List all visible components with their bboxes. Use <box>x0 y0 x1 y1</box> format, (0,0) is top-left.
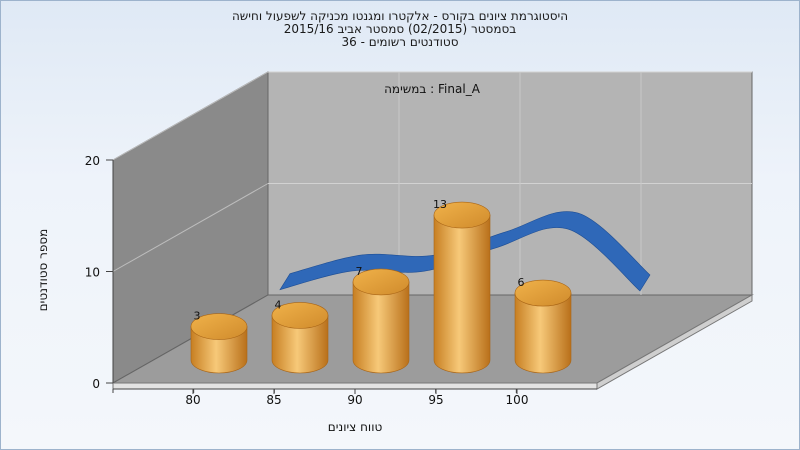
bar-body <box>271 315 329 374</box>
y-tick-label: 10 <box>85 266 100 280</box>
x-tick-label: 90 <box>347 393 362 407</box>
title-line-3: סטודנטים רשומים - 36 <box>341 35 459 49</box>
bar-90: 7 <box>352 265 410 374</box>
title-line-1: היסטוגרמת ציונים בקורס - אלקטרו ומגנטו מ… <box>231 9 569 23</box>
chart-annotation: במשימה : Final_A <box>384 82 481 96</box>
y-tick-label: 20 <box>85 154 100 168</box>
bar-top <box>514 279 572 307</box>
floor-edge-front <box>112 382 598 390</box>
bar-value-label: 4 <box>275 298 282 311</box>
bar-body <box>514 292 572 374</box>
bar-value-label: 3 <box>194 310 201 323</box>
title-line-2: בסמסטר (02/2015) סמסטר אביב 2015/16 <box>283 22 517 36</box>
bar-value-label: 7 <box>356 265 363 278</box>
gridline-side <box>112 183 269 272</box>
bar-top <box>271 302 329 329</box>
x-tick-label: 95 <box>428 393 443 407</box>
bar-95: 13 <box>433 198 491 374</box>
floor-edge-right <box>596 294 753 390</box>
x-tick-label: 85 <box>266 393 281 407</box>
bar-85: 4 <box>271 298 329 374</box>
bar-top <box>433 201 491 229</box>
bar-top <box>352 268 410 296</box>
bar-value-label: 6 <box>518 276 525 289</box>
bar-body <box>352 281 410 374</box>
x-tick-label: 80 <box>185 393 200 407</box>
x-tick-label: 100 <box>506 393 529 407</box>
bar-100: 6 <box>514 276 572 374</box>
bar-80: 3 <box>190 310 248 374</box>
bar-body <box>190 326 248 374</box>
x-axis-label: טווח ציונים <box>328 420 383 434</box>
chart-title: היסטוגרמת ציונים בקורס - אלקטרו ומגנטו מ… <box>0 10 800 49</box>
bar-value-label: 13 <box>433 198 447 211</box>
bar-body <box>433 214 491 374</box>
gridline-side <box>112 71 269 161</box>
bar-top <box>190 313 248 340</box>
y-tick-label: 0 <box>92 377 100 391</box>
y-axis-label: מספר סטודנטים <box>36 229 50 312</box>
